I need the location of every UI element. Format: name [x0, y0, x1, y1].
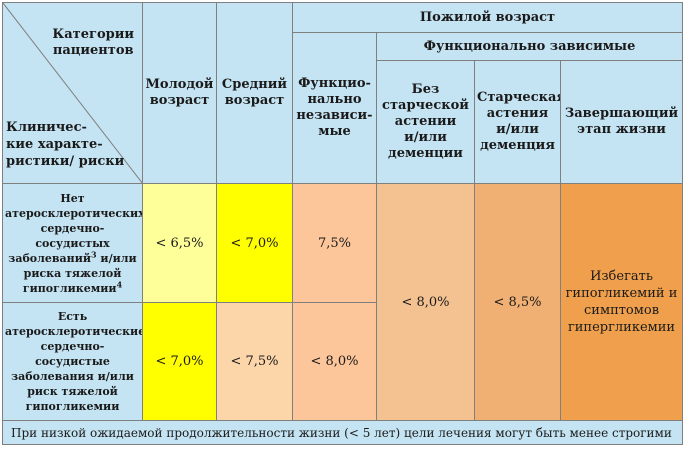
corner-top-line-1: Категории: [52, 27, 134, 42]
footnote-ref-3: 3: [91, 248, 97, 259]
header-independent-line-4: мые: [318, 124, 351, 139]
header-functionally-independent: Функцио- нально независи- мые: [292, 32, 377, 184]
row1-label-line-6: гипогликемии4: [5, 278, 140, 296]
row2-label-line-1: Есть: [57, 310, 88, 323]
header-no-asthenia-line-5: деменции: [388, 146, 463, 161]
corner-header-cell: Категории пациентов Клиничес- кие характ…: [2, 2, 143, 184]
row1-label-line-2: атеросклеротических: [5, 206, 143, 220]
header-asthenia-line-2: астения: [486, 106, 549, 121]
row1-label-line-4: заболеваний3 и/или: [5, 248, 140, 266]
row2-label-line-5: риск тяжелой: [27, 385, 118, 398]
cell-middle-no-cvd: < 7,0%: [216, 183, 293, 303]
header-end-of-life-line-2: этап жизни: [577, 122, 666, 137]
row1-label-and-or: и/или: [96, 251, 137, 265]
row1-label-line-1: Нет: [60, 191, 85, 205]
corner-bottom-line-2: кие характе-: [6, 137, 103, 152]
end-of-life-line-3: симптомов: [584, 303, 660, 318]
header-independent-line-1: Функцио-: [298, 76, 371, 91]
header-senile-asthenia: Старческая астения и/или деменция: [474, 60, 561, 184]
corner-bottom-line-3: ристики/ риски: [6, 154, 125, 169]
row1-label-hypoglycemia: гипогликемии: [22, 281, 117, 295]
row1-label-line-5: риска тяжелой: [23, 266, 122, 280]
header-asthenia-line-3: и/или: [496, 122, 539, 137]
header-elderly-age: Пожилой возраст: [291, 2, 684, 33]
header-asthenia-line-1: Старческая: [477, 90, 561, 105]
header-end-of-life: Завершающий этап жизни: [559, 60, 684, 184]
cell-young-no-cvd: < 6,5%: [142, 183, 217, 303]
cell-independent-no-cvd: 7,5%: [292, 183, 377, 303]
corner-top-line-2: пациентов: [52, 43, 134, 58]
row2-label-line-2: атеросклеротические: [5, 325, 143, 338]
header-independent-line-3: независи-: [296, 108, 373, 123]
header-end-of-life-line-1: Завершающий: [564, 106, 679, 121]
row-no-cvd: Нет атеросклеротических сердечно-сосудис…: [2, 183, 684, 421]
cell-no-asthenia-target: < 8,0%: [376, 183, 475, 421]
header-young-line-2: возраст: [149, 93, 210, 108]
corner-patient-categories: Категории пациентов: [52, 27, 134, 59]
row2-label-line-6: гипогликемии: [25, 400, 120, 413]
cell-independent-cvd: < 8,0%: [292, 302, 377, 421]
row-label-cvd: Есть атеросклеротические сердечно-сосуди…: [2, 302, 143, 421]
end-of-life-line-2: гипогликемий и: [565, 286, 678, 301]
footnote-ref-4: 4: [116, 278, 123, 289]
corner-bottom-line-1: Клиничес-: [6, 120, 87, 135]
end-of-life-line-4: гипергликемии: [567, 320, 676, 335]
end-of-life-line-1: Избегать: [590, 269, 653, 284]
header-middle-line-2: возраст: [224, 93, 285, 108]
header-no-asthenia: Без старческой астении и/или деменции: [376, 60, 475, 184]
cell-young-cvd: < 7,0%: [142, 302, 217, 421]
cell-middle-cvd: < 7,5%: [216, 302, 293, 421]
row2-label-line-4: заболевания и/или: [11, 370, 134, 383]
header-independent-line-2: нально: [307, 92, 362, 107]
diagonal-divider: [3, 3, 142, 183]
row1-label-diseases: заболеваний: [8, 251, 92, 265]
row2-label-line-3: сердечно-сосудистые: [35, 340, 110, 368]
corner-clinical-characteristics: Клиничес- кие характе- ристики/ риски: [6, 119, 124, 170]
row-cvd: Есть атеросклеротические сердечно-сосуди…: [2, 302, 683, 421]
header-young-age: Молодой возраст: [142, 2, 217, 184]
header-young-line-1: Молодой: [145, 77, 214, 92]
row1-label-line-3: сердечно-сосудистых: [35, 221, 110, 250]
header-asthenia-line-4: деменция: [480, 138, 555, 153]
row-label-no-cvd: Нет атеросклеротических сердечно-сосудис…: [2, 183, 143, 303]
header-no-asthenia-line-3: астении: [394, 114, 457, 129]
footnote-low-life-expectancy: При низкой ожидаемой продолжительности ж…: [1, 420, 684, 445]
header-no-asthenia-line-1: Без: [411, 82, 440, 97]
header-functionally-dependent: Функционально зависимые: [375, 32, 684, 61]
header-middle-age: Средний возраст: [216, 2, 293, 184]
header-middle-line-1: Средний: [221, 77, 288, 92]
cell-end-of-life-target: Избегать гипогликемий и симптомов гиперг…: [559, 183, 684, 421]
header-no-asthenia-line-4: и/или: [404, 130, 447, 145]
header-no-asthenia-line-2: старческой: [382, 98, 469, 113]
cell-asthenia-target: < 8,5%: [474, 183, 561, 421]
